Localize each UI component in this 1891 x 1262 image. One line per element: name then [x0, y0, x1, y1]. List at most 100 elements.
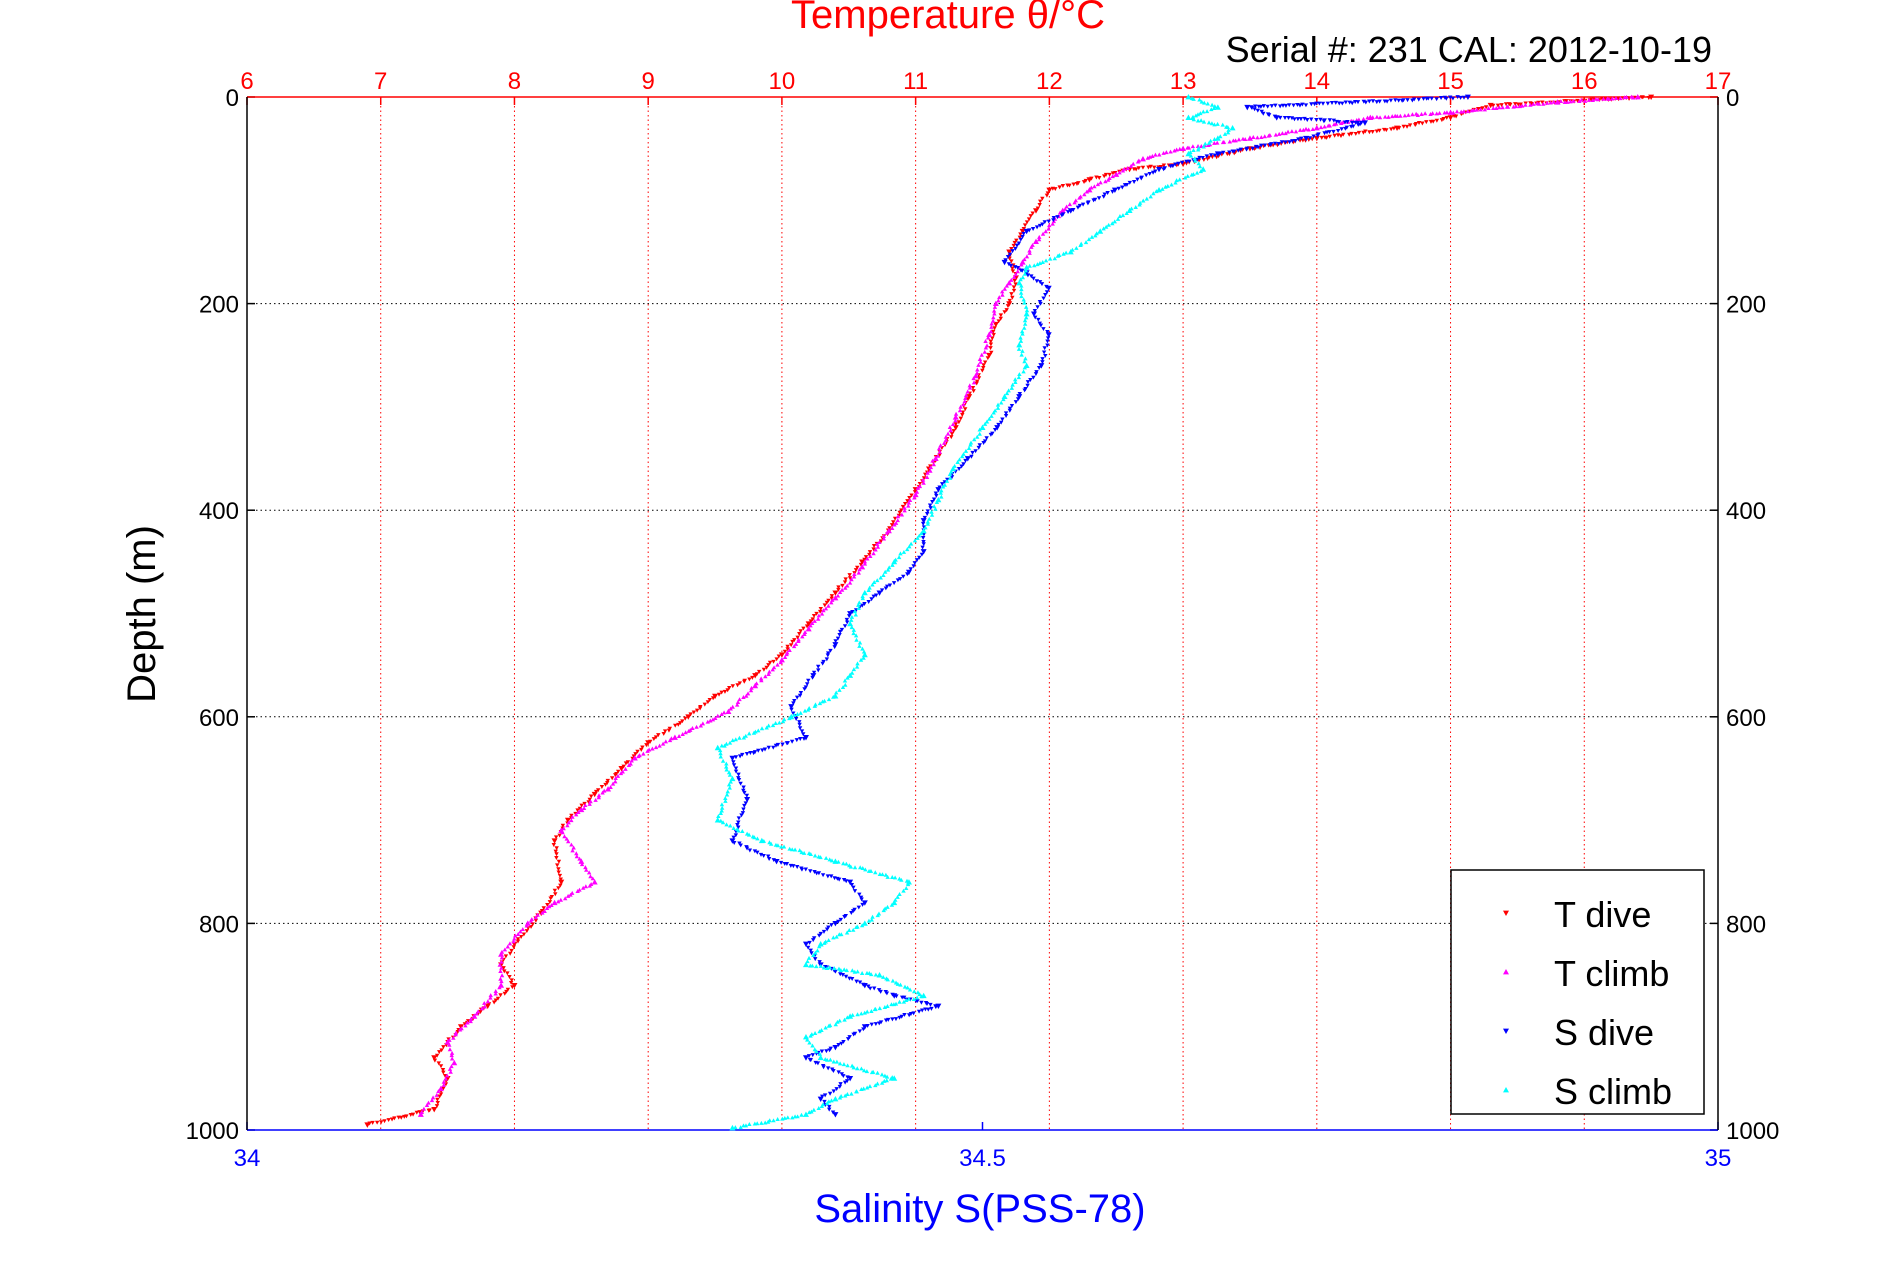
- series-marker: [1106, 222, 1111, 227]
- series-marker: [449, 1050, 455, 1055]
- series-marker: [733, 833, 739, 838]
- series-marker: [749, 685, 754, 690]
- series-marker: [1046, 226, 1051, 231]
- series-marker: [980, 368, 985, 373]
- series-marker: [1124, 211, 1129, 215]
- series-marker: [1092, 184, 1097, 189]
- series-marker: [756, 669, 762, 674]
- series-marker: [713, 716, 718, 721]
- series-marker: [765, 1119, 771, 1124]
- series-marker: [1482, 107, 1488, 112]
- series-marker: [763, 1120, 768, 1125]
- series-marker: [1338, 121, 1344, 126]
- series-marker: [1513, 104, 1519, 109]
- series-marker: [1045, 343, 1050, 348]
- legend-label: S climb: [1554, 1071, 1672, 1112]
- series-marker: [1141, 198, 1146, 203]
- series-marker: [1044, 193, 1050, 198]
- series-marker: [815, 948, 820, 953]
- series-marker: [1144, 196, 1149, 201]
- series-marker: [895, 514, 901, 519]
- series-marker: [1010, 382, 1015, 387]
- series-marker: [1164, 150, 1169, 155]
- series-marker: [1019, 283, 1024, 288]
- series-marker: [1447, 95, 1453, 100]
- data-point: [802, 961, 809, 968]
- series-marker: [843, 974, 849, 979]
- series-marker: [1317, 101, 1322, 106]
- series-marker: [530, 922, 535, 927]
- series-marker: [457, 1027, 463, 1032]
- series-marker: [1041, 296, 1046, 301]
- series-marker: [1258, 143, 1264, 148]
- series-marker: [923, 1007, 928, 1012]
- series-marker: [840, 583, 845, 588]
- series-marker: [1020, 348, 1025, 353]
- series-marker: [688, 712, 693, 717]
- series-marker: [1103, 224, 1109, 229]
- series-marker: [900, 504, 906, 509]
- series-marker: [812, 703, 817, 708]
- series-marker: [743, 801, 748, 806]
- series-marker: [555, 899, 561, 904]
- series-marker: [1179, 160, 1185, 165]
- series-marker: [822, 940, 827, 945]
- series-marker: [725, 789, 730, 794]
- series-marker: [1421, 96, 1426, 101]
- series-marker: [869, 597, 874, 602]
- series-marker: [1236, 137, 1242, 142]
- data-point: [847, 611, 854, 617]
- data-point: [729, 775, 736, 782]
- series-marker: [582, 801, 587, 806]
- series-marker: [747, 1122, 752, 1126]
- series-marker: [1499, 103, 1504, 108]
- series-marker: [1010, 295, 1015, 300]
- series-marker: [922, 515, 928, 520]
- series-marker: [963, 458, 968, 463]
- series-marker: [881, 536, 887, 541]
- series-marker: [854, 1089, 859, 1094]
- series-marker: [834, 934, 839, 939]
- series-marker: [927, 503, 933, 508]
- series-marker: [833, 1022, 838, 1027]
- series-marker: [1601, 96, 1606, 101]
- series-marker: [1037, 234, 1042, 239]
- series-marker: [1523, 102, 1528, 107]
- series-marker: [1000, 292, 1005, 297]
- series-marker: [810, 617, 815, 622]
- series-marker: [738, 781, 743, 786]
- series-marker: [838, 917, 844, 922]
- series-marker: [683, 730, 688, 735]
- series-marker: [981, 363, 986, 368]
- series-marker: [718, 818, 724, 823]
- series-marker: [441, 1045, 446, 1050]
- series-marker: [861, 1027, 866, 1032]
- series-marker: [902, 1012, 907, 1017]
- series-marker: [844, 930, 850, 935]
- series-marker: [1014, 243, 1020, 248]
- series-marker: [810, 1043, 815, 1048]
- series-marker: [849, 977, 855, 982]
- series-marker: [928, 465, 934, 470]
- series-marker: [499, 959, 504, 964]
- series-marker: [787, 648, 792, 653]
- series-marker: [1194, 170, 1200, 175]
- series-marker: [995, 405, 1001, 410]
- series-marker: [971, 376, 976, 381]
- series-marker: [515, 939, 521, 944]
- series-marker: [955, 460, 960, 465]
- series-marker: [861, 1068, 867, 1073]
- series-marker: [1593, 96, 1598, 101]
- series-marker: [775, 843, 781, 848]
- series-marker: [581, 806, 587, 811]
- series-marker: [812, 618, 817, 623]
- series-marker: [644, 743, 649, 748]
- data-point: [1229, 124, 1236, 131]
- series-marker: [389, 1117, 395, 1122]
- data-point: [1067, 208, 1074, 214]
- series-marker: [1152, 165, 1157, 170]
- legend-label: T dive: [1554, 894, 1651, 935]
- series-marker: [1238, 147, 1244, 152]
- series-marker: [386, 1118, 391, 1123]
- series-marker: [1222, 131, 1228, 136]
